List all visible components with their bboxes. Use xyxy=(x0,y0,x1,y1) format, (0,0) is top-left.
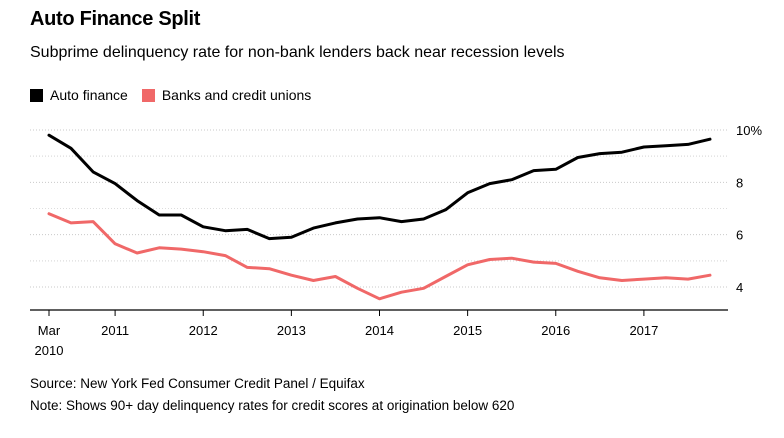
x-tick-label: 2012 xyxy=(189,323,218,338)
x-tick-label: 2011 xyxy=(101,323,129,338)
x-tick-label: 2014 xyxy=(365,323,394,338)
legend-item-auto-finance: Auto finance xyxy=(30,87,128,103)
x-tick-label: 2013 xyxy=(277,323,306,338)
series-line-banks xyxy=(47,212,712,301)
y-tick-label: 4 xyxy=(736,280,743,295)
chart-note: Note: Shows 90+ day delinquency rates fo… xyxy=(30,398,515,413)
x-tick-label: Mar xyxy=(38,323,61,338)
x-tick-label: 2015 xyxy=(453,323,482,338)
legend-swatch-banks xyxy=(141,88,155,102)
legend-label-banks: Banks and credit unions xyxy=(161,87,312,103)
x-tick-label: 2017 xyxy=(629,323,658,338)
series-line-auto-finance xyxy=(47,133,712,241)
x-tick-label-year: 2010 xyxy=(35,343,64,358)
legend-label-auto-finance: Auto finance xyxy=(50,87,128,103)
chart-source: Source: New York Fed Consumer Credit Pan… xyxy=(30,376,365,391)
legend: Auto finance Banks and credit unions xyxy=(30,87,325,103)
y-tick-label: 10% xyxy=(736,123,762,138)
y-tick-label: 6 xyxy=(736,228,743,243)
y-tick-label: 8 xyxy=(736,175,743,190)
x-tick-label: 2016 xyxy=(541,323,570,338)
chart-title: Auto Finance Split xyxy=(30,8,201,30)
chart-subtitle: Subprime delinquency rate for non-bank l… xyxy=(30,44,565,61)
legend-item-banks: Banks and credit unions xyxy=(141,87,312,103)
legend-swatch-auto-finance xyxy=(30,88,43,102)
